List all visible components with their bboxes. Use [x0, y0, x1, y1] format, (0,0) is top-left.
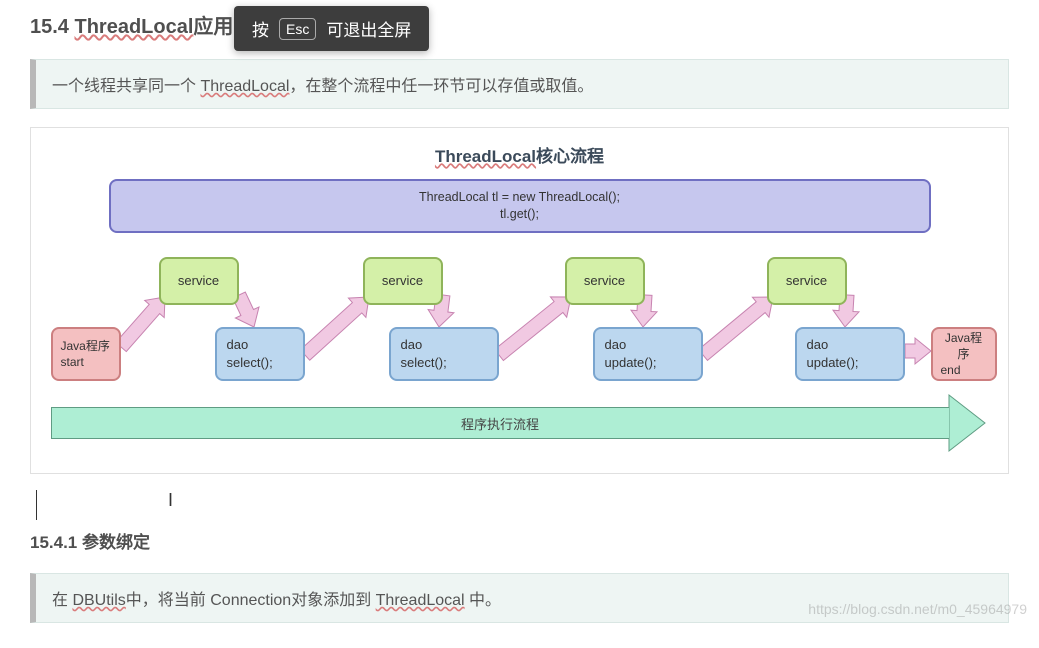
- node-dao3: daoupdate();: [593, 327, 703, 381]
- diagram-title-rest: 核心流程: [536, 147, 604, 166]
- esc-key-badge: Esc: [279, 18, 316, 40]
- node-line1: service: [178, 272, 219, 290]
- node-line2: start: [61, 354, 84, 370]
- fullscreen-exit-toast: 按 Esc 可退出全屏: [234, 6, 429, 51]
- node-line1: dao: [401, 336, 423, 354]
- node-line2: update();: [807, 354, 859, 372]
- node-end: Java程序end: [931, 327, 997, 381]
- toast-before: 按: [252, 16, 269, 41]
- heading-suffix: 应用: [193, 16, 233, 38]
- header-line2: tl.get();: [500, 206, 539, 223]
- callout-intro: 一个线程共享同一个 ThreadLocal，在整个流程中任一环节可以存值或取值。: [30, 59, 1009, 109]
- diagram-title-keyword: ThreadLocal: [435, 147, 536, 166]
- threadlocal-link[interactable]: ThreadLocal: [200, 78, 289, 95]
- node-svc1: service: [159, 257, 239, 305]
- node-line1: service: [584, 272, 625, 290]
- q2-t2: 中，将当前 Connection对象添加到: [126, 592, 376, 609]
- node-line1: service: [382, 272, 423, 290]
- callout-text-2: ，在整个流程中任一环节可以存值或取值。: [289, 78, 593, 95]
- diagram-title: ThreadLocal核心流程: [35, 132, 1004, 177]
- node-svc4: service: [767, 257, 847, 305]
- flow-arrow-head: [949, 395, 985, 451]
- node-line2: update();: [605, 354, 657, 372]
- text-cursor-icon: I: [168, 490, 173, 511]
- node-line1: service: [786, 272, 827, 290]
- blinking-caret: [36, 490, 37, 520]
- subsection-heading: 15.4.1 参数绑定: [0, 520, 1039, 561]
- pink-arrow-6: [698, 297, 773, 360]
- header-line1: ThreadLocal tl = new ThreadLocal();: [419, 189, 620, 206]
- dbutils-link[interactable]: DBUtils: [72, 592, 125, 609]
- pink-arrow-4: [494, 297, 570, 361]
- heading-prefix: 15.4: [30, 16, 74, 38]
- pink-arrow-8: [905, 338, 931, 364]
- threadlocal-link-2[interactable]: ThreadLocal: [376, 592, 465, 609]
- flow-arrow: 程序执行流程: [51, 407, 949, 439]
- node-line2: select();: [227, 354, 273, 372]
- node-dao4: daoupdate();: [795, 327, 905, 381]
- node-line2: end: [941, 362, 961, 378]
- section-heading: 15.4 ThreadLocal应用: [0, 0, 1039, 47]
- diagram-container: ThreadLocal核心流程 ThreadLocal tl = new Thr…: [30, 127, 1009, 474]
- q2-t3: 中。: [465, 592, 501, 609]
- node-line1: dao: [807, 336, 829, 354]
- pink-arrow-0: [115, 297, 164, 352]
- pink-arrow-2: [300, 297, 369, 360]
- node-line2: select();: [401, 354, 447, 372]
- node-svc3: service: [565, 257, 645, 305]
- watermark: https://blog.csdn.net/m0_45964979: [808, 601, 1027, 617]
- node-line1: dao: [605, 336, 627, 354]
- node-dao1: daoselect();: [215, 327, 305, 381]
- callout-text-1: 一个线程共享同一个: [52, 78, 200, 95]
- diagram-canvas: ThreadLocal tl = new ThreadLocal();tl.ge…: [39, 177, 1001, 467]
- node-dao2: daoselect();: [389, 327, 499, 381]
- node-svc2: service: [363, 257, 443, 305]
- node-line1: Java程序: [61, 338, 110, 354]
- q2-t1: 在: [52, 592, 72, 609]
- toast-after: 可退出全屏: [326, 16, 411, 41]
- node-start: Java程序start: [51, 327, 121, 381]
- node-line1: Java程序: [941, 330, 987, 362]
- heading-keyword: ThreadLocal: [74, 16, 193, 38]
- diagram-header-box: ThreadLocal tl = new ThreadLocal();tl.ge…: [109, 179, 931, 233]
- node-line1: dao: [227, 336, 249, 354]
